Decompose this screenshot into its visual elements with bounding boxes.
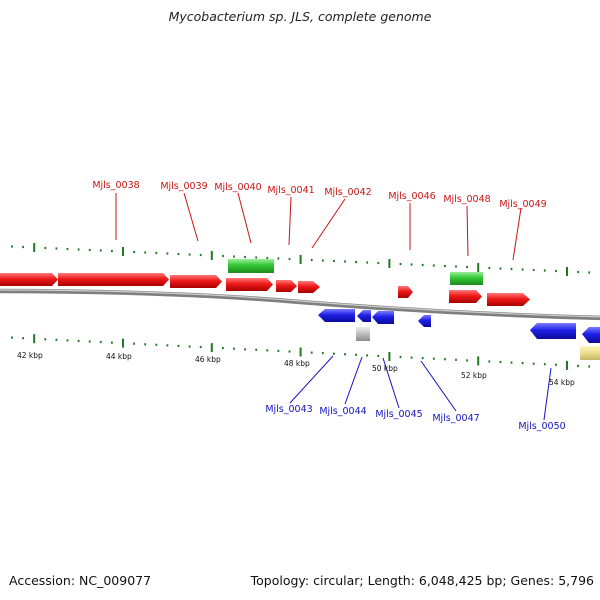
reverse-genes — [318, 309, 600, 343]
gene-mjls-0040-rna[interactable] — [228, 259, 274, 273]
gene-mjls-0047-arrow[interactable] — [418, 315, 431, 327]
gene-mjls-0049-arrow[interactable] — [487, 293, 530, 306]
top-gene-labels: Mjls_0038 Mjls_0039 Mjls_0040 Mjls_0041 … — [92, 180, 546, 210]
gene-mjls-0043-arrow[interactable] — [318, 309, 355, 322]
gene-label-mjls-0039[interactable]: Mjls_0039 — [160, 181, 207, 192]
scale-labels: 42 kbp 44 kbp 46 kbp 48 kbp 50 kbp 52 kb… — [17, 351, 575, 387]
gene-label-mjls-0041[interactable]: Mjls_0041 — [267, 185, 314, 196]
gene-label-mjls-0043[interactable]: Mjls_0043 — [265, 404, 312, 415]
gene-mjls-0050-arrow[interactable] — [530, 323, 576, 339]
gene-mjls-0039-arrow[interactable] — [170, 275, 222, 288]
gene-mjls-0037-arrow[interactable] — [0, 273, 58, 286]
top-leader-lines — [115, 192, 522, 261]
gene-mjls-0046-arrow[interactable] — [398, 286, 413, 298]
genome-backbone — [0, 288, 600, 321]
gene-mjls-0048-arrow[interactable] — [449, 290, 482, 303]
forward-genes — [0, 273, 530, 306]
gene-mjls-0051-arrow[interactable] — [582, 327, 600, 343]
gene-label-mjls-0044[interactable]: Mjls_0044 — [319, 406, 366, 417]
gene-mjls-0045-arrow[interactable] — [372, 311, 394, 324]
scale-label: 46 kbp — [195, 355, 221, 364]
scale-label: 48 kbp — [284, 359, 310, 368]
bottom-gene-labels: Mjls_0043 Mjls_0044 Mjls_0045 Mjls_0047 … — [265, 404, 565, 432]
gene-other-feature[interactable] — [580, 346, 600, 360]
gene-label-mjls-0049[interactable]: Mjls_0049 — [499, 199, 546, 210]
gene-mjls-0044-arrow[interactable] — [357, 310, 371, 322]
gene-mjls-0042-arrow[interactable] — [298, 281, 320, 293]
rna-genes — [228, 259, 483, 285]
gene-label-mjls-0040[interactable]: Mjls_0040 — [214, 182, 261, 193]
scale-label: 50 kbp — [372, 364, 398, 373]
gene-mjls-0048-rna[interactable] — [450, 272, 483, 285]
gene-mjls-0040-arrow[interactable] — [226, 278, 273, 291]
scale-label: 52 kbp — [461, 371, 487, 380]
gene-label-mjls-0048[interactable]: Mjls_0048 — [443, 194, 490, 205]
scale-label: 42 kbp — [17, 351, 43, 360]
gene-label-mjls-0042[interactable]: Mjls_0042 — [324, 187, 371, 198]
gene-label-mjls-0038[interactable]: Mjls_0038 — [92, 180, 139, 191]
genome-backbone-highlight — [0, 289, 600, 318]
bottom-leader-lines — [289, 355, 552, 421]
gene-label-mjls-0050[interactable]: Mjls_0050 — [518, 421, 565, 432]
scale-label: 44 kbp — [106, 352, 132, 361]
accession-text: Accession: NC_009077 — [9, 573, 152, 588]
gene-label-mjls-0047[interactable]: Mjls_0047 — [432, 413, 479, 424]
gene-label-mjls-0045[interactable]: Mjls_0045 — [375, 409, 422, 420]
scale-ticks-top — [11, 243, 591, 276]
gene-mjls-0038-arrow[interactable] — [58, 273, 169, 286]
gene-label-mjls-0046[interactable]: Mjls_0046 — [388, 191, 435, 202]
genome-title: Mycobacterium sp. JLS, complete genome — [168, 9, 432, 24]
scale-ticks-bottom — [11, 334, 591, 370]
gene-mjls-0041-arrow[interactable] — [276, 280, 297, 292]
genome-summary-text: Topology: circular; Length: 6,048,425 bp… — [250, 573, 594, 588]
gene-mjls-0044-pseudo[interactable] — [356, 327, 370, 341]
scale-label: 54 kbp — [549, 378, 575, 387]
